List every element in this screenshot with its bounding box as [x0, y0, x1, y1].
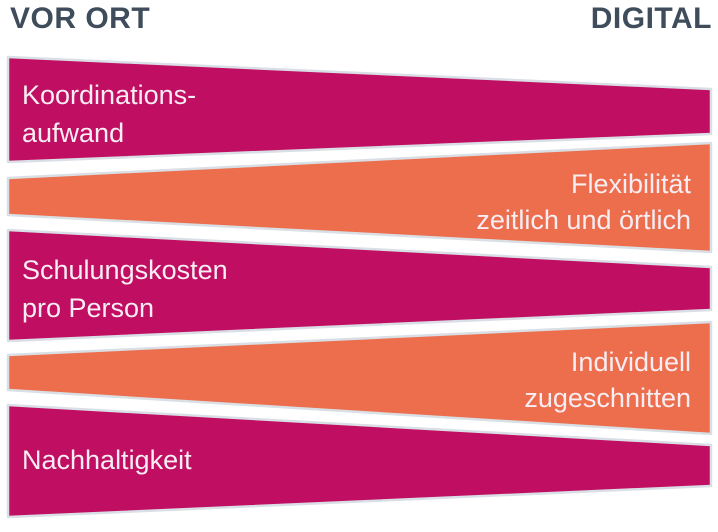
- band-label-line: zugeschnitten: [524, 383, 691, 413]
- band-label-line: zeitlich und örtlich: [476, 205, 691, 235]
- band-shape-nachhaltigkeit: [6, 403, 713, 519]
- band-label-flexibilitaet: Flexibilität zeitlich und örtlich: [476, 166, 691, 238]
- header-vor-ort: VOR ORT: [10, 2, 151, 35]
- band-label-line: Flexibilität: [570, 169, 691, 199]
- band-label-line: pro Person: [22, 293, 155, 323]
- band-label-line: Nachhaltigkeit: [22, 445, 192, 475]
- band-label-line: Schulungskosten: [22, 255, 228, 285]
- band-shape-individuell: [6, 320, 713, 436]
- band-label-schulungskosten: Schulungskosten pro Person: [22, 251, 228, 327]
- band-label-koordinationsaufwand: Koordinations- aufwand: [22, 76, 196, 152]
- header-digital: DIGITAL: [590, 2, 712, 35]
- band-label-line: aufwand: [22, 118, 125, 148]
- band-label-line: Individuell: [570, 347, 691, 377]
- band-label-line: Koordinations-: [22, 80, 197, 110]
- band-shape-schulungskosten: [6, 228, 713, 343]
- band-label-nachhaltigkeit: Nachhaltigkeit: [22, 441, 192, 479]
- band-label-individuell: Individuell zugeschnitten: [524, 344, 691, 416]
- band-shape-flexibilitaet: [6, 141, 713, 254]
- band-shape-koordinationsaufwand: [6, 55, 713, 164]
- column-headers: VOR ORT DIGITAL: [10, 0, 712, 38]
